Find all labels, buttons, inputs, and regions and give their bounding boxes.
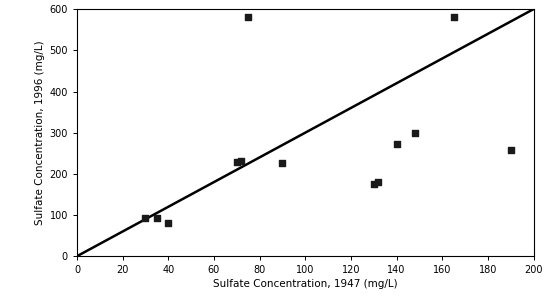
Point bbox=[233, 160, 241, 165]
Point bbox=[449, 15, 458, 20]
Point bbox=[370, 182, 378, 187]
Point bbox=[374, 180, 383, 185]
Point bbox=[506, 148, 515, 152]
Point bbox=[278, 160, 287, 165]
Y-axis label: Sulfate Concentration, 1996 (mg/L): Sulfate Concentration, 1996 (mg/L) bbox=[35, 40, 45, 225]
Point bbox=[244, 15, 252, 20]
Point bbox=[152, 215, 161, 220]
Point bbox=[410, 131, 419, 136]
Point bbox=[141, 215, 150, 220]
Point bbox=[237, 159, 246, 164]
Point bbox=[164, 221, 173, 226]
Point bbox=[392, 142, 401, 147]
X-axis label: Sulfate Concentration, 1947 (mg/L): Sulfate Concentration, 1947 (mg/L) bbox=[213, 279, 398, 289]
